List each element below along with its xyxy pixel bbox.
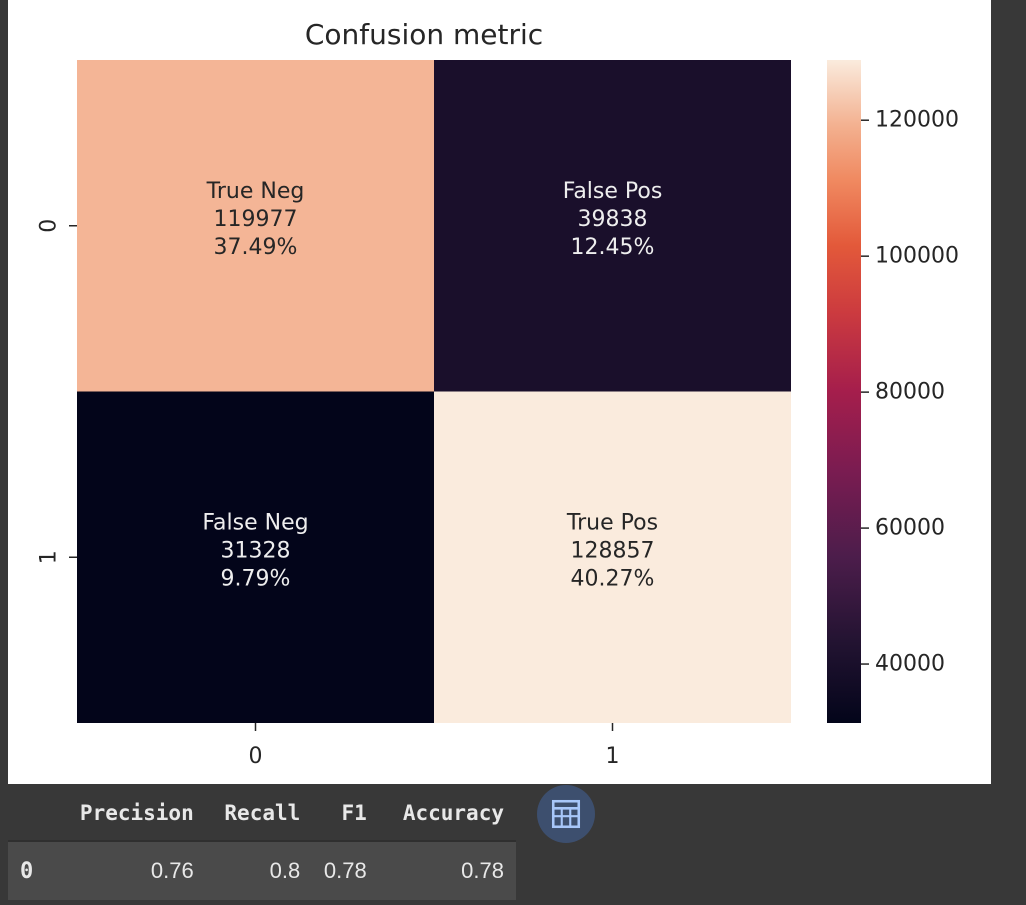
row-index: 0 — [8, 840, 54, 900]
column-header: F1 — [341, 801, 367, 825]
cell-label: False Pos — [563, 179, 663, 204]
heatmap-cell — [77, 60, 434, 392]
x-tick-label: 0 — [249, 744, 263, 769]
heatmap-cell — [434, 391, 791, 723]
column-header: Accuracy — [402, 801, 504, 825]
table-row: 0 0.76 0.8 0.78 0.78 — [8, 840, 516, 900]
cell-label: False Neg — [202, 510, 308, 535]
heatmap-chart: Confusion metric True Neg 119977 37.49% Fal… — [37, 18, 959, 769]
cell-count: 128857 — [571, 538, 655, 563]
y-tick-label: 0 — [37, 219, 62, 233]
cell-percent: 40.27% — [571, 566, 655, 591]
table-cell: 0.76 — [53, 840, 206, 900]
colorbar-tick-label: 100000 — [875, 244, 959, 269]
y-tick-label: 1 — [37, 550, 62, 564]
colorbar-tick-label: 40000 — [875, 652, 945, 677]
metrics-table: Precision Recall F1 Accuracy 0 0.76 0.8 0.78 0.… — [8, 786, 516, 900]
cell-count: 31328 — [221, 538, 291, 563]
colorbar-tick-label: 80000 — [875, 380, 945, 405]
cell-label: True Neg — [206, 179, 305, 204]
cell-count: 39838 — [578, 207, 648, 232]
table-cell: 0.78 — [378, 840, 516, 900]
cell-percent: 9.79% — [221, 566, 291, 591]
cell-percent: 12.45% — [571, 235, 655, 260]
index-header — [8, 786, 53, 841]
colorbar — [827, 60, 861, 723]
convert-to-table-button[interactable] — [537, 785, 595, 843]
table-cell: 0.8 — [205, 840, 313, 900]
colorbar-tick-label: 60000 — [875, 516, 945, 541]
heatmap-cell — [434, 60, 791, 392]
cell-count: 119977 — [214, 207, 298, 232]
x-tick-label: 1 — [606, 744, 620, 769]
column-header: Precision — [79, 801, 194, 825]
confusion-matrix-figure: Confusion metric True Neg 119977 37.49% Fal… — [8, 0, 991, 784]
column-header: Recall — [224, 801, 301, 825]
heatmap-cell — [77, 391, 434, 723]
table-icon — [551, 799, 581, 829]
table-cell: 0.78 — [312, 840, 379, 900]
cell-percent: 37.49% — [214, 235, 298, 260]
cell-label: True Pos — [566, 510, 658, 535]
colorbar-tick-label: 120000 — [875, 108, 959, 133]
metrics-header-row: Precision Recall F1 Accuracy — [8, 786, 516, 841]
chart-title: Confusion metric — [305, 18, 543, 51]
